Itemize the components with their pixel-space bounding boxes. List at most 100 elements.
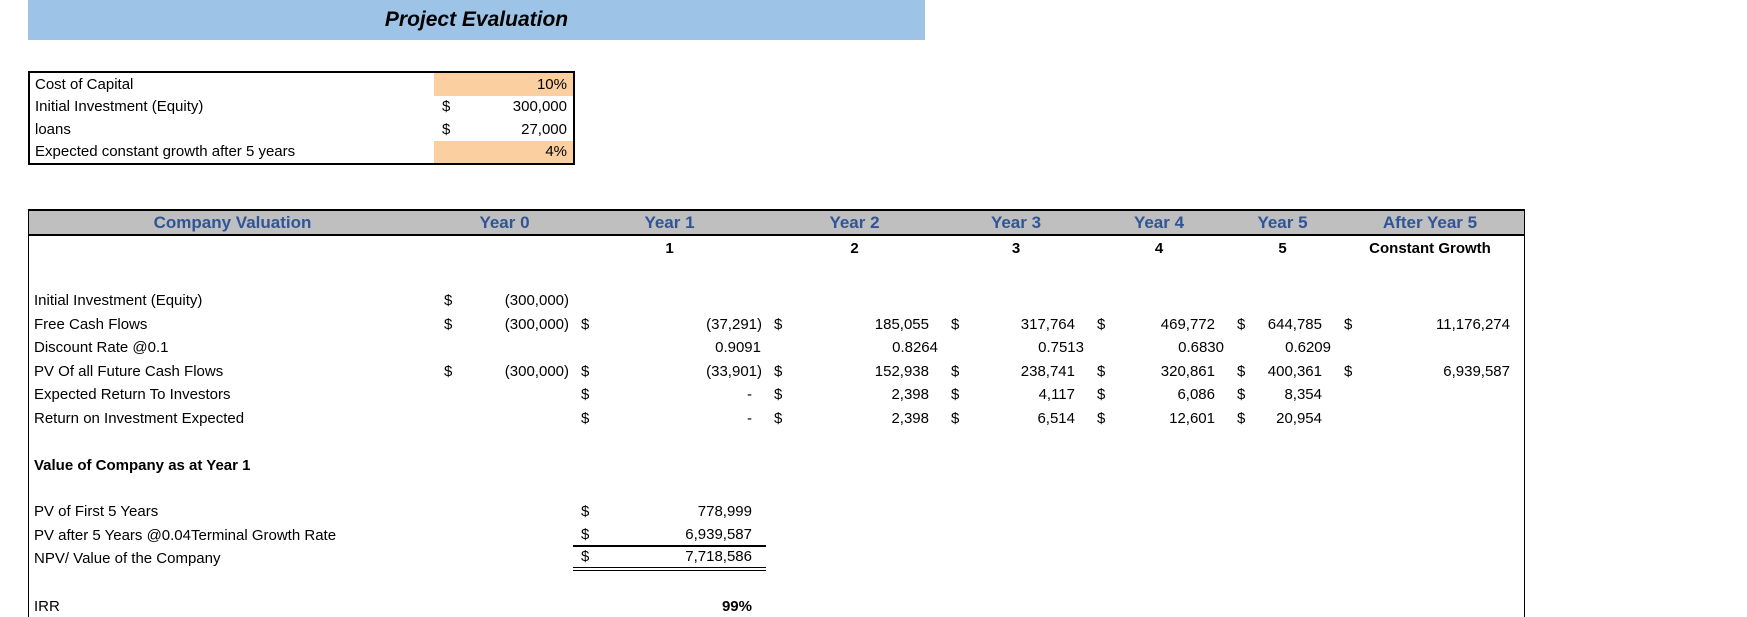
value-cell[interactable]: 0.6830	[1089, 336, 1229, 360]
value-cell[interactable]	[766, 289, 943, 313]
value-cell[interactable]: $2,398	[766, 383, 943, 407]
value-cell[interactable]: $778,999	[573, 500, 766, 524]
value-cell[interactable]: 0.9091	[573, 336, 766, 360]
value-cell[interactable]: $11,176,274	[1336, 313, 1524, 337]
summary-label-cell[interactable]: PV of First 5 Years	[34, 503, 159, 521]
assumption-value-cell[interactable]: 10%	[434, 73, 573, 96]
empty-cell[interactable]	[1229, 500, 1336, 524]
value-cell[interactable]: $469,772	[1089, 313, 1229, 337]
empty-cell[interactable]	[1336, 595, 1524, 617]
value-cell[interactable]: $320,861	[1089, 360, 1229, 384]
empty-cell[interactable]	[943, 524, 1089, 548]
empty-cell[interactable]	[943, 547, 1089, 571]
empty-cell[interactable]	[943, 500, 1089, 524]
row-label-cell[interactable]: PV Of all Future Cash Flows	[34, 362, 224, 380]
value-cell[interactable]: $ (33,901)	[573, 360, 766, 384]
value-cell[interactable]: $8,354	[1229, 383, 1336, 407]
value-cell[interactable]	[1229, 289, 1336, 313]
row-label-cell[interactable]: Return on Investment Expected	[34, 409, 245, 427]
empty-cell[interactable]	[766, 500, 943, 524]
value-cell[interactable]: $6,514	[943, 407, 1089, 431]
subheader-cell-year-2[interactable]: 2	[850, 240, 859, 257]
header-cell-after-year-5[interactable]: After Year 5	[1382, 212, 1478, 232]
header-cell-year-3[interactable]: Year 3	[990, 212, 1042, 232]
value-cell[interactable]	[573, 289, 766, 313]
irr-value-cell[interactable]: 99%	[573, 595, 766, 617]
value-cell[interactable]	[1089, 289, 1229, 313]
value-cell[interactable]: 0.7513	[943, 336, 1089, 360]
header-cell-year-4[interactable]: Year 4	[1133, 212, 1185, 232]
empty-cell[interactable]	[436, 547, 573, 571]
header-cell-year-1[interactable]: Year 1	[644, 212, 695, 232]
assumption-label-cell[interactable]: Expected constant growth after 5 years	[35, 143, 296, 161]
empty-cell[interactable]	[1229, 595, 1336, 617]
value-cell[interactable]: $ -	[573, 407, 766, 431]
value-cell[interactable]	[436, 383, 573, 407]
section-label[interactable]: Value of Company as at Year 1	[34, 456, 251, 474]
assumption-label-cell[interactable]: Cost of Capital	[35, 75, 134, 93]
row-label-cell[interactable]: Discount Rate @0.1	[34, 339, 169, 357]
empty-cell[interactable]	[1336, 524, 1524, 548]
empty-cell[interactable]	[1336, 500, 1524, 524]
value-cell[interactable]	[943, 289, 1089, 313]
value-cell[interactable]: $ (300,000)	[436, 289, 573, 313]
assumption-label-cell[interactable]: loans	[35, 120, 71, 138]
value-cell[interactable]: $4,117	[943, 383, 1089, 407]
row-label-cell[interactable]: Initial Investment (Equity)	[34, 292, 203, 310]
value-cell[interactable]: $317,764	[943, 313, 1089, 337]
empty-cell[interactable]	[1229, 524, 1336, 548]
empty-cell[interactable]	[1089, 524, 1229, 548]
assumption-label-cell[interactable]: Initial Investment (Equity)	[35, 98, 204, 116]
empty-cell[interactable]	[436, 500, 573, 524]
subheader-cell-year-3[interactable]: 3	[1011, 240, 1021, 257]
value-cell[interactable]	[436, 336, 573, 360]
value-cell[interactable]: $20,954	[1229, 407, 1336, 431]
empty-cell[interactable]	[1089, 500, 1229, 524]
value-cell[interactable]: $400,361	[1229, 360, 1336, 384]
value-cell[interactable]: $6,086	[1089, 383, 1229, 407]
assumption-value-cell[interactable]: $300,000	[434, 96, 573, 119]
value-cell[interactable]: $6,939,587	[573, 524, 766, 547]
value-cell[interactable]: 0.6209	[1229, 336, 1336, 360]
row-label-cell[interactable]: Free Cash Flows	[34, 315, 148, 333]
value-cell[interactable]: $644,785	[1229, 313, 1336, 337]
empty-cell[interactable]	[436, 595, 573, 617]
subheader-cell-year-1[interactable]: 1	[665, 240, 674, 257]
subheader-cell-constant-growth[interactable]: Constant Growth	[1369, 240, 1491, 257]
irr-label-cell[interactable]: IRR	[34, 597, 60, 615]
header-cell-year-0[interactable]: Year 0	[479, 212, 530, 232]
empty-cell[interactable]	[1229, 547, 1336, 571]
value-cell[interactable]	[436, 407, 573, 431]
value-cell[interactable]: $2,398	[766, 407, 943, 431]
value-cell[interactable]: $6,939,587	[1336, 360, 1524, 384]
subheader-cell-year-4[interactable]: 4	[1154, 240, 1164, 257]
row-label-cell[interactable]: Expected Return To Investors	[34, 386, 231, 404]
title-banner[interactable]: Project Evaluation	[28, 0, 925, 40]
empty-cell[interactable]	[436, 524, 573, 548]
header-cell-title[interactable]: Company Valuation	[153, 212, 312, 232]
value-cell[interactable]	[1336, 383, 1524, 407]
empty-cell[interactable]	[1336, 547, 1524, 571]
subheader-cell-label[interactable]	[29, 236, 436, 261]
value-cell[interactable]: $12,601	[1089, 407, 1229, 431]
value-cell[interactable]	[1336, 336, 1524, 360]
value-cell[interactable]: $152,938	[766, 360, 943, 384]
empty-cell[interactable]	[1089, 547, 1229, 571]
value-cell[interactable]	[1336, 289, 1524, 313]
assumption-value-cell[interactable]: 4%	[434, 140, 573, 163]
header-cell-year-2[interactable]: Year 2	[829, 212, 880, 232]
summary-label-cell[interactable]: NPV/ Value of the Company	[34, 550, 221, 568]
value-cell[interactable]: $238,741	[943, 360, 1089, 384]
summary-label-cell[interactable]: PV after 5 Years @0.04Terminal Growth Ra…	[34, 526, 337, 544]
subheader-cell-year-0[interactable]	[436, 236, 573, 261]
value-cell[interactable]: $ (37,291)	[573, 313, 766, 337]
value-cell[interactable]: $185,055	[766, 313, 943, 337]
value-cell[interactable]: $7,718,586	[573, 547, 766, 571]
value-cell[interactable]	[1336, 407, 1524, 431]
empty-cell[interactable]	[766, 524, 943, 548]
value-cell[interactable]: $ (300,000)	[436, 313, 573, 337]
empty-cell[interactable]	[1089, 595, 1229, 617]
header-cell-year-5[interactable]: Year 5	[1257, 212, 1308, 232]
value-cell[interactable]: 0.8264	[766, 336, 943, 360]
assumption-value-cell[interactable]: $27,000	[434, 118, 573, 141]
